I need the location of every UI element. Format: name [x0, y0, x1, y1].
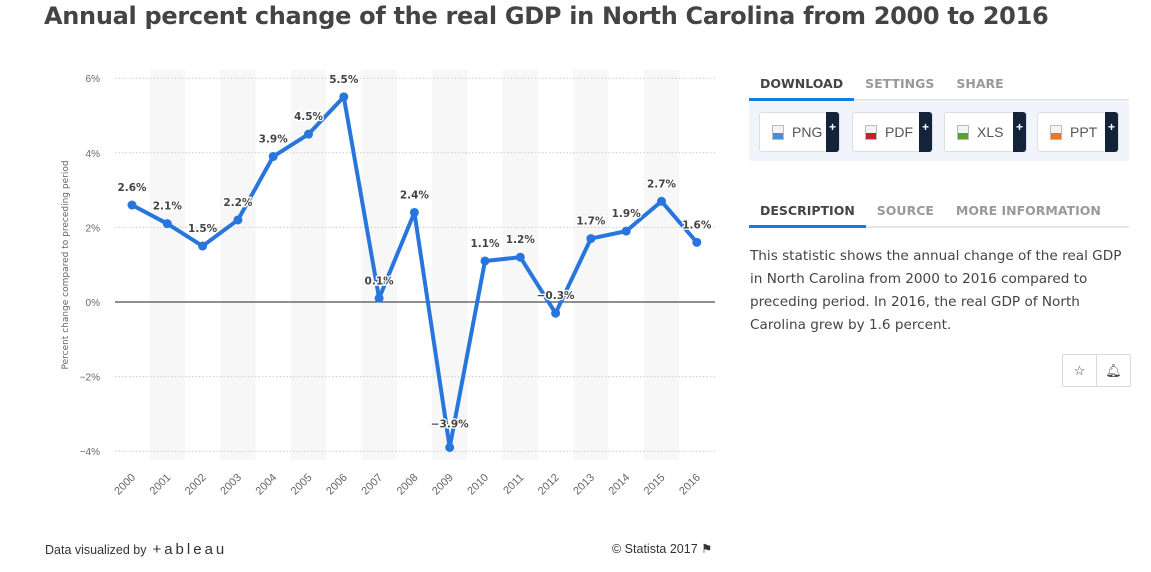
plus-icon[interactable]: + — [919, 112, 932, 152]
data-label: 2.7% — [647, 178, 677, 190]
data-point — [551, 308, 561, 318]
x-tick-label: 2015 — [642, 472, 668, 498]
data-point — [304, 129, 313, 139]
tab-download[interactable]: DOWNLOAD — [749, 76, 855, 101]
data-label: 2.1% — [153, 201, 183, 213]
tab-source[interactable]: SOURCE — [876, 203, 934, 218]
data-point — [198, 241, 208, 251]
data-label: 1.6% — [682, 219, 712, 231]
column-band — [220, 70, 256, 460]
x-tick-label: 2010 — [465, 472, 491, 498]
y-tick-label: −2% — [80, 373, 100, 384]
x-tick-label: 2013 — [571, 472, 597, 498]
data-point — [374, 293, 384, 303]
plus-icon[interactable]: + — [1105, 112, 1118, 152]
data-label: 1.2% — [506, 234, 536, 246]
y-tick-label: 2% — [86, 223, 101, 234]
tab-description[interactable]: DESCRIPTION — [749, 203, 866, 228]
data-point — [480, 256, 490, 266]
data-point — [409, 207, 419, 217]
data-point — [162, 219, 172, 229]
data-point — [657, 196, 666, 206]
download-tabs: DOWNLOAD SETTINGS SHARE — [749, 76, 1129, 101]
series-line — [131, 94, 699, 450]
y-tick-label: −4% — [80, 447, 100, 458]
plus-icon[interactable]: + — [1013, 112, 1026, 152]
description-text: This statistic shows the annual change o… — [750, 248, 1122, 333]
data-label: 1.1% — [470, 238, 500, 250]
data-label: 3.9% — [259, 134, 289, 146]
data-point — [268, 152, 278, 162]
x-tick-label: 2014 — [607, 472, 633, 498]
copyright: © Statista 2017 ⚑ — [612, 541, 712, 556]
data-point — [233, 215, 243, 225]
tableau-credit: Data visualized by +ableau — [45, 541, 227, 558]
data-label: 2.6% — [117, 182, 147, 194]
pdf-file-icon — [865, 124, 877, 140]
info-tabs: DESCRIPTION SOURCE MORE INFORMATION — [749, 203, 1129, 228]
data-point — [127, 200, 137, 210]
ppt-file-icon — [1050, 124, 1062, 140]
column-band — [290, 70, 327, 460]
bell-icon[interactable]: 🔔︎ — [1096, 355, 1130, 386]
data-point — [445, 442, 455, 452]
column-band — [149, 70, 185, 460]
data-label: −3.9% — [431, 418, 469, 430]
y-tick-label: 0% — [86, 298, 101, 309]
tab-more-information[interactable]: MORE INFORMATION — [955, 203, 1101, 218]
x-tick-label: 2004 — [254, 472, 280, 498]
data-label: 1.9% — [612, 208, 642, 220]
tab-share[interactable]: SHARE — [956, 76, 1004, 91]
x-tick-label: 2011 — [501, 472, 526, 497]
pdf-download-button[interactable]: PDF + — [852, 112, 933, 152]
column-band — [432, 70, 468, 460]
x-tick-label: 2000 — [112, 472, 138, 498]
data-label: 0.1% — [365, 275, 395, 287]
x-tick-label: 2006 — [324, 472, 350, 498]
data-label: 4.5% — [294, 111, 324, 123]
xls-download-button[interactable]: XLS + — [944, 112, 1027, 152]
x-tick-label: 2005 — [289, 472, 315, 498]
tableau-logo[interactable]: +ableau — [152, 541, 228, 558]
data-label: 1.5% — [188, 223, 218, 235]
x-tick-label: 2008 — [395, 472, 421, 498]
png-download-button[interactable]: PNG + — [759, 112, 840, 152]
y-axis-label: Percent change compared to preceding per… — [61, 160, 71, 369]
x-tick-label: 2001 — [148, 472, 174, 498]
tab-settings[interactable]: SETTINGS — [865, 76, 935, 91]
copyright-text[interactable]: © Statista 2017 — [612, 542, 698, 556]
download-panel: PNG + PDF + XLS + PPT + — [749, 102, 1129, 161]
x-tick-label: 2007 — [359, 472, 385, 498]
ppt-download-button[interactable]: PPT + — [1037, 112, 1119, 152]
data-label: 2.4% — [400, 189, 430, 201]
column-band — [643, 70, 680, 460]
visualized-by-text: Data visualized by — [45, 542, 147, 557]
line-chart: 6% 4% 2% 0% −2% −4% Percent change compared to… — [61, 70, 715, 498]
plus-icon[interactable]: + — [826, 112, 839, 152]
data-point — [515, 252, 525, 262]
data-label: 2.2% — [223, 197, 253, 209]
data-label: 5.5% — [329, 74, 359, 86]
x-tick-label: 2016 — [677, 472, 703, 498]
x-tick-label: 2012 — [536, 472, 562, 498]
data-point — [692, 237, 702, 247]
star-icon[interactable]: ☆ — [1073, 362, 1086, 378]
y-tick-label: 6% — [86, 74, 101, 85]
action-buttons: ☆ 🔔︎ — [1062, 354, 1131, 387]
data-point — [621, 226, 631, 236]
x-tick-label: 2009 — [430, 472, 456, 498]
png-file-icon — [772, 124, 784, 140]
page-title: Annual percent change of the real GDP in… — [44, 2, 1049, 30]
x-tick-label: 2002 — [183, 472, 209, 498]
data-point — [586, 234, 596, 244]
data-label: −0.3% — [537, 290, 575, 302]
flag-icon[interactable]: ⚑ — [701, 542, 713, 556]
column-band — [502, 70, 538, 460]
data-point — [339, 92, 349, 102]
data-label: 1.7% — [576, 216, 606, 228]
y-tick-label: 4% — [86, 149, 101, 160]
x-tick-label: 2003 — [218, 472, 244, 498]
xls-file-icon — [957, 124, 969, 140]
